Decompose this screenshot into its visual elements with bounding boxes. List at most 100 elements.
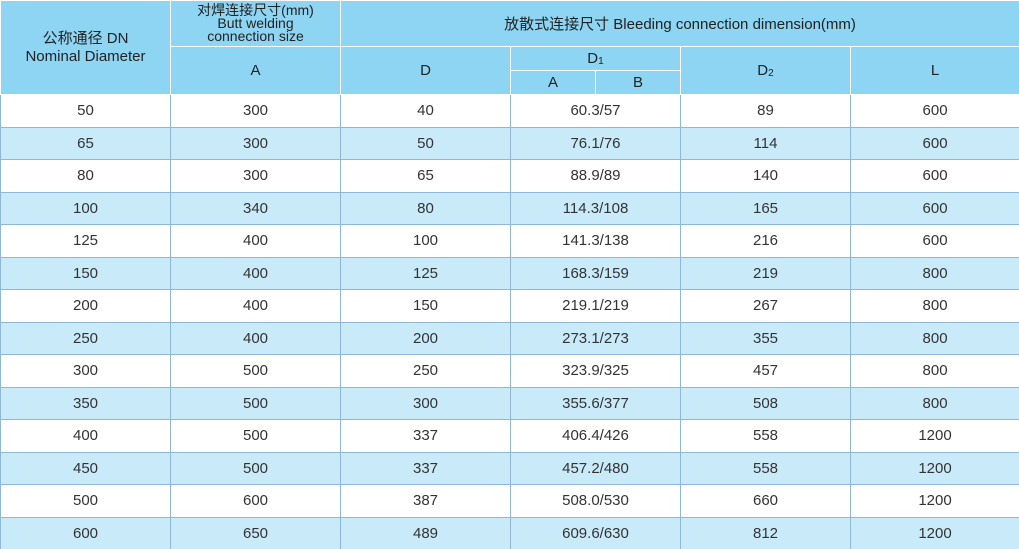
table-cell: 450 [0,451,171,485]
table-cell: 1200 [849,484,1019,518]
header-subscript: 1 [598,56,604,67]
table-cell: 300 [0,354,171,388]
table-cell: 219 [680,256,851,290]
table-cell: 140 [680,159,851,193]
table-cell: 600 [849,224,1019,258]
table-cell: 600 [0,516,171,549]
table-cell: 250 [0,321,171,355]
table-cell: 350 [0,386,171,420]
table-cell: 508.0/530 [510,484,681,518]
table-cell: 500 [170,419,341,453]
header-subscript: 2 [768,68,774,79]
table-cell: 216 [680,224,851,258]
table-cell: 141.3/138 [510,224,681,258]
table-cell: 660 [680,484,851,518]
table-cell: 558 [680,419,851,453]
table-cell: 100 [340,224,511,258]
header-cell: D [340,46,511,95]
table-cell: 337 [340,451,511,485]
table-row: 100 340 80 114.3/108 165 600 [0,191,1019,225]
table-cell: 500 [0,484,171,518]
table-cell: 250 [340,354,511,388]
table-cell: 300 [340,386,511,420]
table-cell: 114 [680,126,851,160]
table-cell: 600 [849,94,1019,128]
header-text: connection size [207,28,304,44]
table-cell: 100 [0,191,171,225]
table-cell: 65 [340,159,511,193]
table-cell: 1200 [849,451,1019,485]
table-cell: 40 [340,94,511,128]
table-cell: 600 [849,159,1019,193]
table-cell: 200 [0,289,171,323]
table-cell: 65 [0,126,171,160]
header-cell: A [170,46,341,95]
table-cell: 125 [340,256,511,290]
table-row: 400 500 337 406.4/426 558 1200 [0,419,1019,453]
table-cell: 457 [680,354,851,388]
table-header: 公称通径 DN Nominal Diameter 对焊连接尺寸(mm) Butt w… [0,0,1019,95]
header-text: D [587,50,599,67]
table-cell: 89 [680,94,851,128]
table-cell: 800 [849,354,1019,388]
table-cell: 400 [170,321,341,355]
table-cell: 812 [680,516,851,549]
header-cell: 放散式连接尺寸 Bleeding connection dimension(mm… [339,0,1019,47]
table-cell: 125 [0,224,171,258]
table-cell: 323.9/325 [510,354,681,388]
header-text: Butt welding [217,15,294,31]
table-cell: 50 [0,94,171,128]
table-row: 50 300 40 60.3/57 89 600 [0,94,1019,128]
table-cell: 400 [170,224,341,258]
table-row: 450 500 337 457.2/480 558 1200 [0,451,1019,485]
table-cell: 489 [340,516,511,549]
table-cell: 340 [170,191,341,225]
table-cell: 500 [170,386,341,420]
table-cell: 76.1/76 [510,126,681,160]
table-cell: 200 [340,321,511,355]
table-cell: 600 [849,126,1019,160]
header-text: D [757,62,769,79]
table-cell: 150 [0,256,171,290]
table-cell: 150 [340,289,511,323]
table-row: 250 400 200 273.1/273 355 800 [0,321,1019,355]
table-row: 125 400 100 141.3/138 216 600 [0,224,1019,258]
table-row: 500 600 387 508.0/530 660 1200 [0,484,1019,518]
table-cell: 457.2/480 [510,451,681,485]
table-cell: 337 [340,419,511,453]
table-cell: 400 [170,256,341,290]
table-cell: 609.6/630 [510,516,681,549]
table-cell: 80 [0,159,171,193]
table-cell: 168.3/159 [510,256,681,290]
table-cell: 500 [170,451,341,485]
table-body: 50 300 40 60.3/57 89 600 65 300 50 76.1/76 114 600 8… [0,94,1019,549]
table-cell: 600 [849,191,1019,225]
table-cell: 800 [849,256,1019,290]
table-row: 200 400 150 219.1/219 267 800 [0,289,1019,323]
table-row: 600 650 489 609.6/630 812 1200 [0,516,1019,549]
header-cell: D1 [510,46,681,71]
table-cell: 165 [680,191,851,225]
table-row: 150 400 125 168.3/159 219 800 [0,256,1019,290]
table-cell: 300 [170,94,341,128]
table-cell: 300 [170,126,341,160]
table-cell: 50 [340,126,511,160]
table-cell: 88.9/89 [510,159,681,193]
table-row: 65 300 50 76.1/76 114 600 [0,126,1019,160]
table-cell: 1200 [849,419,1019,453]
header-cell: 公称通径 DN Nominal Diameter [0,0,171,95]
header-cell: L [849,46,1019,95]
table-cell: 60.3/57 [510,94,681,128]
table-cell: 1200 [849,516,1019,549]
header-text: 对焊连接尺寸(mm) [197,2,314,18]
table-cell: 387 [340,484,511,518]
table-cell: 355 [680,321,851,355]
table-cell: 600 [170,484,341,518]
table-cell: 273.1/273 [510,321,681,355]
header-text: 公称通径 DN [42,29,129,47]
table-cell: 650 [170,516,341,549]
table-cell: 400 [170,289,341,323]
table-cell: 80 [340,191,511,225]
